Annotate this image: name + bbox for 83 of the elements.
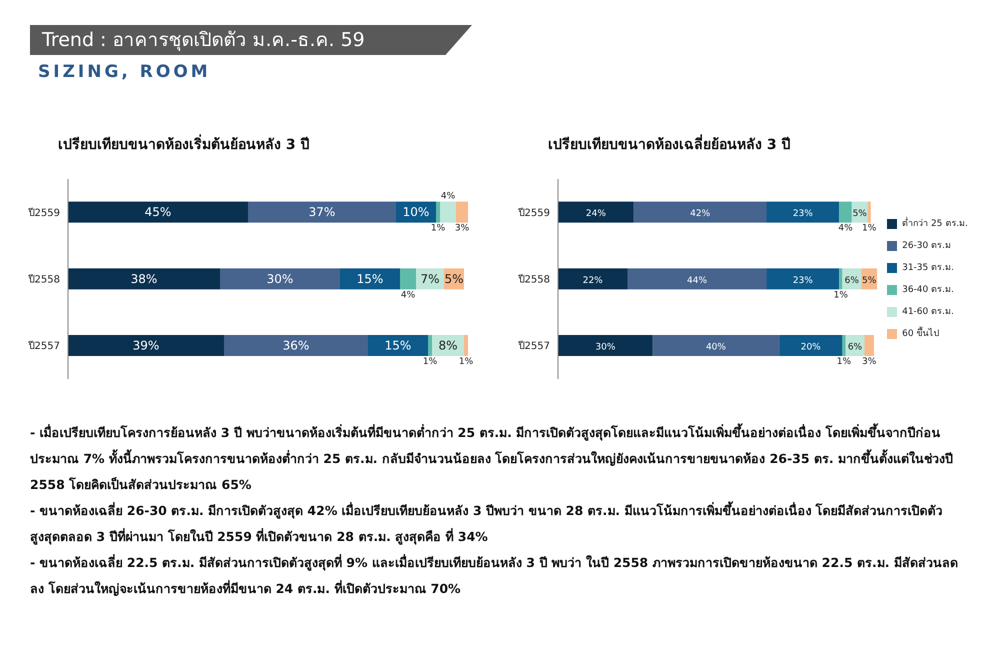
- bar: [766, 202, 840, 223]
- bar: [634, 202, 767, 223]
- data-label: 30%: [595, 342, 616, 352]
- text: - ขนาดห้องเฉลี่ย 26-30 ตร.ม. มีการเปิดตัวสูงสุด 42% เมื่อเปรียบเทียบย้อนหลัง 3 ปีพบว่า ขนาด 28 ตร.ม. มีแนวโน้มการเพิ่มขึ้นอย่างต่อเนื่อง โดยมีสัดส่วนการเปิดตัวสูงสุดตลอด 3 ปีที่ผ่านมา โดยในปี 2559 ที่เปิดตัวขนาด 28 ตร.ม. สูงสุดคือ ที่ 34%: [30, 500, 944, 547]
- y-tick-label: ปี2559: [518, 206, 550, 219]
- bar: [558, 268, 628, 290]
- text: - ขนาดห้องเฉลี่ย 22.5 ตร.ม. มีสัดส่วนการเปิดตัวสูงสุดที่ 9% และเมื่อเปรียบเทียบย้อนหลัง 3 ปี พบว่า ในปี 2558 ภาพรวมการเปิดขายห้องขนาด 22.5 ตร.ม. มีสัดส่วนลดลง โดยส่วนใหญ่จะเน้นการขายห้องที่มีขนาด 24 ตร.ม. ที่เปิดตัวประมาณ 70%: [30, 553, 959, 598]
- data-label: 20%: [800, 342, 822, 352]
- bar: [340, 268, 400, 290]
- chart-title: เปรียบเทียบขนาดห้องเริ่มต้นย้อนหลัง 3 ปี: [58, 133, 310, 155]
- data-label: 5%: [862, 276, 877, 286]
- data-label: 1%: [834, 290, 848, 300]
- data-label: 44%: [687, 276, 708, 286]
- data-label: 23%: [792, 276, 814, 286]
- bar: [68, 335, 224, 356]
- bar: [766, 268, 840, 290]
- y-tick-label: ปี2557: [518, 340, 550, 352]
- bar: [224, 335, 368, 356]
- data-label: 4%: [400, 290, 416, 300]
- bar: [628, 268, 767, 290]
- bar: [220, 268, 340, 290]
- data-label: 5%: [852, 209, 868, 220]
- bar: [652, 335, 780, 356]
- text: SIZING, ROOM: [38, 62, 211, 82]
- bar: [464, 335, 468, 356]
- bar: [779, 335, 842, 356]
- y-tick-label: ปี2559: [28, 206, 60, 219]
- legend-label: 26-30 ตร.ม: [902, 240, 951, 253]
- y-tick-label: ปี2558: [518, 274, 550, 286]
- legend-label: 36-40 ตร.ม.: [902, 284, 954, 297]
- data-label: 1%: [458, 357, 474, 367]
- y-tick-label: ปี2557: [28, 340, 60, 352]
- bar: [864, 335, 874, 356]
- data-label: 30%: [266, 272, 294, 286]
- data-label: 5%: [444, 272, 464, 286]
- data-label: 37%: [308, 205, 336, 220]
- data-label: 8%: [438, 338, 458, 352]
- bar: [558, 202, 634, 223]
- data-label: 3%: [862, 357, 877, 367]
- bar: [428, 335, 432, 356]
- data-label: 10%: [402, 205, 430, 220]
- bar: [400, 268, 416, 290]
- data-label: 42%: [690, 209, 711, 220]
- data-label: 4%: [440, 192, 456, 202]
- data-label: 4%: [838, 224, 854, 234]
- bar: [842, 335, 846, 356]
- bar: [839, 202, 852, 223]
- bar: [436, 202, 440, 223]
- data-label: 1%: [430, 224, 446, 234]
- bar: [868, 202, 871, 223]
- legend-label: 31-35 ตร.ม.: [902, 262, 954, 275]
- data-label: 6%: [848, 342, 863, 352]
- data-label: 1%: [836, 357, 852, 367]
- data-label: 40%: [706, 342, 726, 352]
- bar: [68, 202, 248, 223]
- data-label: 36%: [282, 338, 310, 352]
- bar: [440, 202, 456, 223]
- data-label: 24%: [586, 209, 606, 220]
- bar: [368, 335, 428, 356]
- text: - เมื่อเปรียบเทียบโครงการย้อนหลัง 3 ปี พบว่าขนาดห้องเริ่มต้นที่มีขนาดต่ำกว่า 25 ตร.ม. มีการเปิดตัวสูงสุดโดยและมีแนวโน้มเพิ่มขึ้นอย่างต่อเนื่อง โดยเพิ่มขึ้นจากปีก่อนประมาณ 7% ทั้งนี้ภาพรวมโครงการขนาดห้องต่ำกว่า 25 ตร.ม. กลับมีจำนวนน้อยลง โดยโครงการส่วนใหญ่ยังคงเน้นการขายขนาดห้อง 26-35 ตร. มากขึ้นตั้งแต่ในช่วงปี 2558 โดยคิดเป็นสัดส่วนประมาณ 65%: [30, 422, 954, 494]
- bar: [248, 202, 396, 223]
- data-label: 15%: [384, 338, 412, 352]
- data-label: 3%: [454, 224, 470, 234]
- data-label: 7%: [420, 272, 440, 286]
- data-label: 39%: [132, 338, 160, 352]
- bar: [68, 268, 220, 290]
- y-tick-label: ปี2558: [28, 274, 60, 286]
- bar: [558, 335, 653, 356]
- chart-title: เปรียบเทียบขนาดห้องเฉลี่ยย้อนหลัง 3 ปี: [548, 133, 792, 155]
- data-label: 22%: [582, 276, 604, 286]
- legend-label: 41-60 ตร.ม.: [902, 306, 954, 319]
- data-label: 45%: [144, 205, 172, 220]
- data-label: 1%: [862, 224, 877, 234]
- data-label: 38%: [130, 272, 158, 286]
- data-label: 15%: [356, 272, 384, 286]
- legend-label: 60 ขึ้นไป: [902, 326, 940, 341]
- text: Trend : อาคารชุดเปิดตัว ม.ค.-ธ.ค. 59: [30, 25, 472, 55]
- data-label: 6%: [844, 276, 860, 286]
- data-label: 23%: [792, 209, 814, 220]
- legend-label: ต่ำกว่า 25 ตร.ม.: [902, 216, 968, 231]
- data-label: 1%: [422, 357, 438, 367]
- bar: [456, 202, 468, 223]
- bar: [839, 268, 842, 290]
